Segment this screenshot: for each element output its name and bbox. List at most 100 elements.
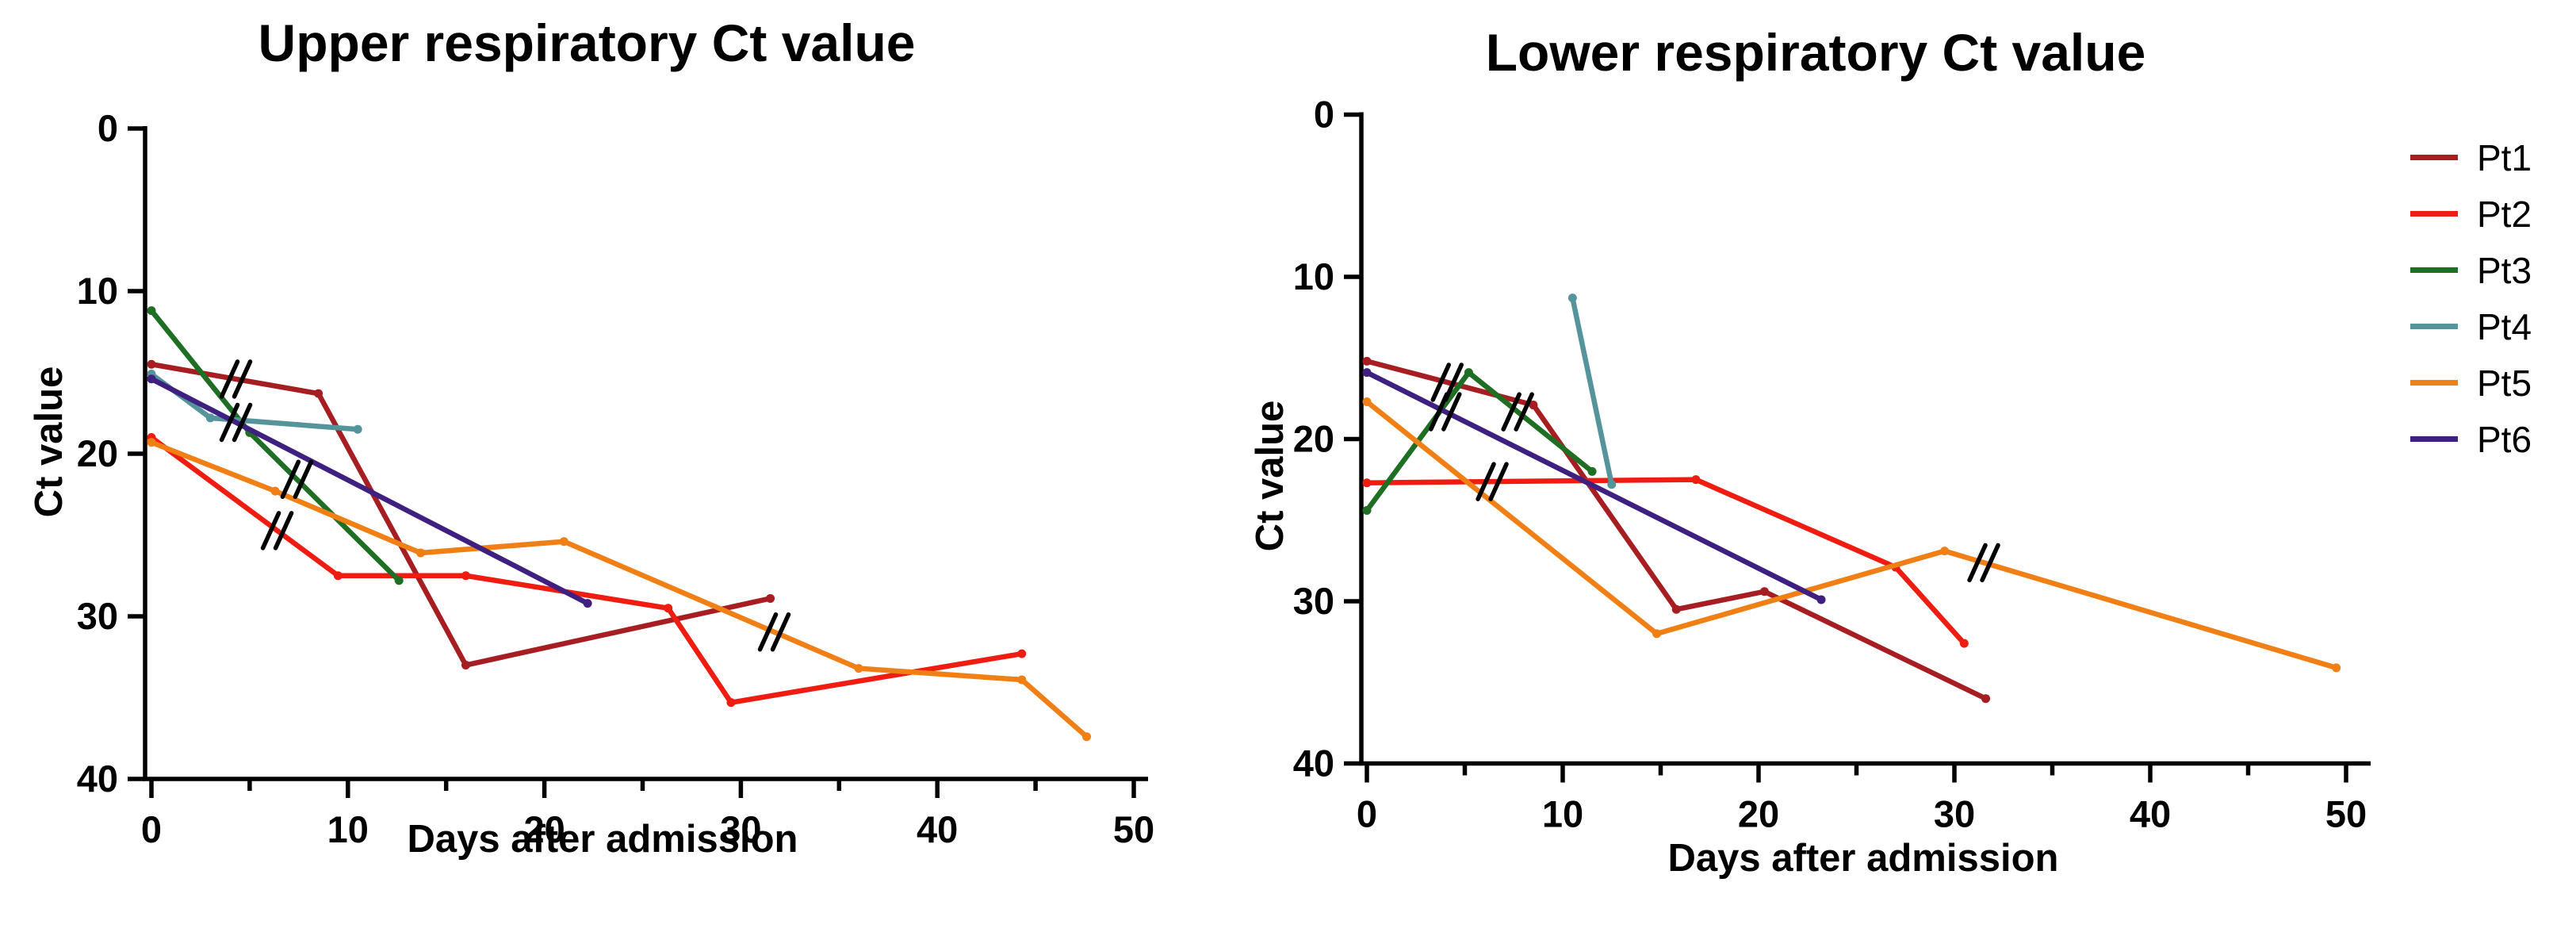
y-tick-label: 10 [77, 270, 118, 312]
series-Pt2-point [1362, 478, 1372, 488]
series-Pt3-point [1464, 368, 1473, 378]
legend-item-pt2: Pt2 [2410, 186, 2532, 242]
series-Pt1-point [1362, 356, 1372, 366]
series-Pt1-point [147, 359, 156, 369]
series-Pt6-line [148, 376, 591, 606]
chart-title-lower: Lower respiratory Ct value [1485, 23, 2146, 82]
series-Pt6-line [1364, 370, 1824, 603]
x-tick-label: 10 [327, 808, 369, 850]
break-mark [293, 459, 314, 500]
x-tick-label: 0 [1357, 793, 1377, 835]
legend-label-pt6: Pt6 [2477, 418, 2532, 460]
series-Pt5-point [2332, 663, 2341, 673]
series-Pt1-point [766, 593, 775, 603]
break-mark [1501, 392, 1521, 432]
upper-chart: 0 10 20 30 40 0 10 20 30 40 50 [77, 107, 1154, 850]
break-mark [1488, 462, 1509, 501]
y-tick-label: 20 [1293, 418, 1334, 460]
series-Pt3-point [394, 576, 404, 585]
break-mark [1441, 392, 1462, 432]
legend-label-pt1: Pt1 [2477, 136, 2532, 178]
legend-swatch-pt2 [2410, 211, 2458, 217]
break-mark [219, 402, 240, 443]
series-Pt4-point [1607, 480, 1617, 489]
lower-chart: 0 10 20 30 40 0 10 20 30 40 50 [1293, 94, 2371, 835]
series-Pt6-point [147, 374, 156, 384]
y-tick-label: 30 [1293, 580, 1334, 622]
x-tick-label: 20 [1738, 793, 1779, 835]
break-mark [273, 511, 294, 550]
series-Pt6-point [1362, 368, 1372, 378]
series-Pt5-point [854, 664, 863, 673]
legend-swatch-pt4 [2410, 324, 2458, 329]
x-tick-label: 10 [1542, 793, 1583, 835]
chart-title-upper: Upper respiratory Ct value [258, 13, 916, 72]
legend-label-pt3: Pt3 [2477, 249, 2532, 291]
x-tick-label: 50 [2325, 793, 2367, 835]
legend-swatch-pt6 [2410, 436, 2458, 442]
legend-item-pt6: Pt6 [2410, 411, 2532, 467]
x-tick-label: 20 [523, 808, 565, 850]
y-tick-label: 40 [1293, 742, 1334, 784]
series-Pt2-line [148, 435, 1025, 706]
break-mark [232, 402, 253, 443]
y-tick-label: 10 [1293, 255, 1334, 297]
series-Pt5-point [1017, 675, 1027, 685]
x-axis-label-lower: Days after admission [1667, 837, 2059, 880]
series-Pt2-point [664, 604, 673, 613]
x-tick-label: 30 [1934, 793, 1975, 835]
break-mark [757, 612, 779, 652]
y-tick-label: 40 [77, 758, 118, 800]
legend-item-pt4: Pt4 [2410, 298, 2532, 355]
series-Pt5-point [147, 438, 156, 447]
series-Pt1-point [1759, 587, 1769, 597]
series-Pt2-line [1364, 477, 1967, 646]
series-Pt1-point [314, 389, 323, 398]
x-tick-label: 0 [141, 808, 162, 850]
series-Pt1-point [461, 661, 470, 669]
series-Pt1-point [1671, 604, 1681, 614]
series-Pt2-point [1017, 649, 1027, 658]
legend-swatch-pt1 [2410, 155, 2458, 160]
series-Pt5-point [1940, 547, 1950, 556]
series-Pt4-point [205, 413, 215, 423]
break-mark [260, 511, 281, 550]
y-tick-label: 0 [1314, 94, 1334, 136]
x-tick-label: 40 [917, 808, 958, 850]
y-tick-label: 30 [77, 595, 118, 637]
series-Pt2-point [461, 571, 470, 581]
legend-item-pt1: Pt1 [2410, 129, 2532, 186]
legend-item-pt5: Pt5 [2410, 355, 2532, 411]
x-tick-label: 50 [1113, 808, 1154, 850]
legend: Pt1 Pt2 Pt3 Pt4 Pt5 Pt6 [2410, 129, 2532, 467]
break-mark [232, 359, 253, 399]
x-tick-label: 40 [2130, 793, 2171, 835]
series-Pt4-line [1570, 295, 1614, 488]
series-Pt1-point [1529, 401, 1538, 410]
x-tick-label: 30 [720, 808, 761, 850]
y-tick-label: 0 [98, 107, 118, 149]
series-Pt5-point [415, 548, 425, 558]
x-axis-label-upper: Days after admission [407, 818, 798, 861]
break-mark [1429, 392, 1449, 432]
series-Pt5-line [148, 439, 1089, 739]
series-Pt2-point [333, 571, 343, 581]
series-Pt3-point [147, 306, 156, 316]
series-Pt6-point [1816, 595, 1826, 604]
break-mark [1980, 543, 2000, 583]
series-Pt1-line [148, 362, 773, 669]
series-Pt2-point [1691, 475, 1701, 485]
break-mark [1514, 392, 1534, 432]
break-mark [1476, 462, 1496, 501]
break-mark [219, 359, 240, 399]
legend-swatch-pt3 [2410, 267, 2458, 273]
series-Pt3-line [148, 308, 402, 584]
series-Pt4-point [353, 424, 362, 434]
series-Pt5-point [1652, 629, 1662, 639]
series-Pt2-point [726, 698, 736, 708]
legend-label-pt5: Pt5 [2477, 362, 2532, 404]
legend-swatch-pt5 [2410, 380, 2458, 386]
y-tick-label: 20 [77, 432, 118, 474]
